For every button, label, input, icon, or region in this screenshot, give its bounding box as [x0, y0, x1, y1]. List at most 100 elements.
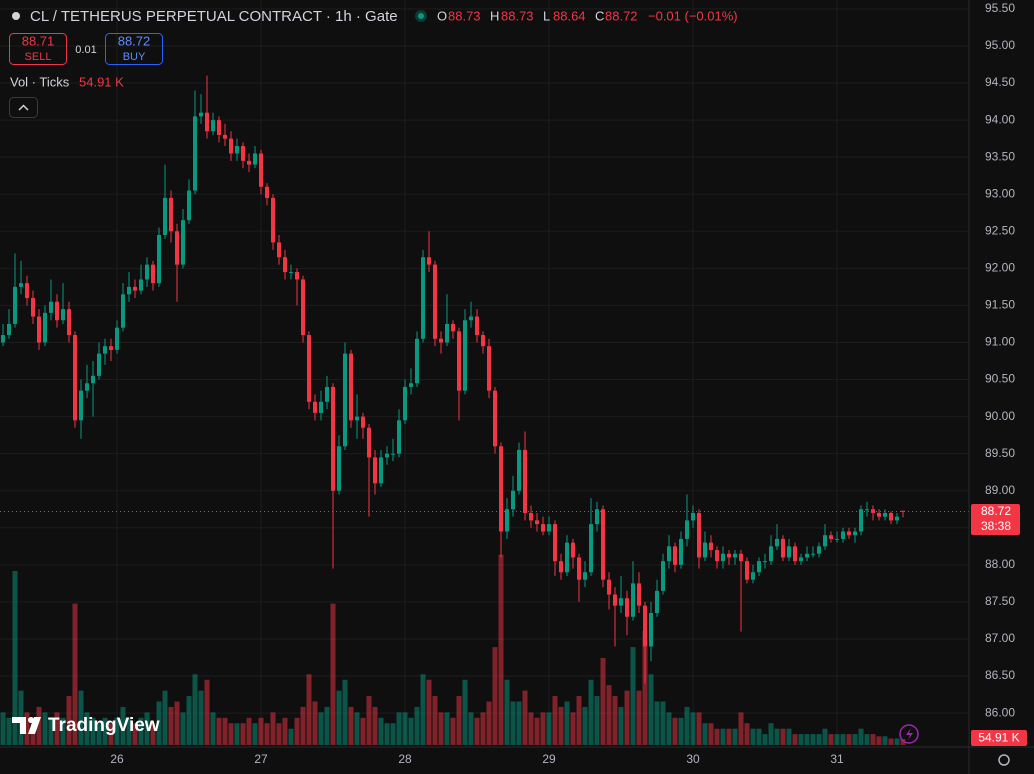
volume-bar [792, 734, 798, 745]
volume-bar [150, 723, 156, 745]
candle-body [685, 520, 689, 539]
logo-text: TradingView [48, 715, 160, 736]
candle-body [691, 512, 695, 521]
volume-bar [504, 679, 510, 745]
candle-body [199, 112, 203, 117]
candle-body [709, 542, 713, 551]
volume-bar [300, 706, 306, 745]
candle-body [115, 327, 119, 350]
candle-body [535, 520, 539, 525]
candle-body [211, 120, 215, 132]
candle-body [409, 383, 413, 387]
settings-icon[interactable] [998, 754, 1010, 766]
volume-bar [726, 728, 732, 745]
spread: 0.01 [75, 44, 96, 56]
volume-bar [708, 723, 714, 745]
candle-body [715, 550, 719, 562]
volume-bar [132, 723, 138, 745]
candle-body [361, 416, 365, 428]
volume-bar [102, 717, 108, 745]
volume-bar [660, 701, 666, 745]
volume-bar [558, 706, 564, 745]
candle-body [295, 272, 299, 280]
buy-button[interactable] [105, 33, 163, 65]
candle-body [901, 510, 905, 512]
volume-bar [36, 706, 42, 745]
candle-body [895, 516, 899, 521]
candle-body [121, 294, 125, 328]
logo: TradingView [12, 715, 160, 736]
volume-bar [156, 701, 162, 745]
volume-bar [864, 734, 870, 745]
candle-body [133, 286, 137, 291]
candle-body [487, 346, 491, 391]
volume-bar [684, 706, 690, 745]
y-tick-label: 88.00 [985, 557, 1015, 571]
candle-body [187, 190, 191, 221]
candle-body [679, 538, 683, 565]
volume-bar [720, 728, 726, 745]
candle-body [163, 197, 167, 235]
volume-bar [66, 696, 72, 745]
volume-bar [648, 674, 654, 745]
candle-body [427, 257, 431, 265]
y-tick-label: 94.50 [985, 75, 1015, 89]
volume-bar [198, 690, 204, 745]
candle-body [601, 509, 605, 580]
candle-body [139, 279, 143, 291]
volume-bar [438, 712, 444, 745]
sell-button[interactable] [9, 33, 67, 65]
sell-label: SELL [25, 51, 52, 63]
volume-bar [234, 723, 240, 745]
y-tick-label: 94.00 [985, 112, 1015, 126]
candle-body [217, 120, 221, 135]
volume-bar [528, 712, 534, 745]
volume-bar [876, 736, 882, 745]
candle-body [91, 375, 95, 384]
candle-body [355, 416, 359, 421]
volume-bar [582, 706, 588, 745]
candle-body [241, 146, 245, 161]
volume-bar [348, 706, 354, 745]
x-tick-label: 28 [398, 752, 412, 766]
lightning-button[interactable] [899, 724, 919, 744]
symbol-title[interactable]: CL / TETHERUS PERPETUAL CONTRACT · 1h · … [30, 8, 398, 25]
candle-body [523, 449, 527, 513]
volume-bar [840, 734, 846, 745]
candle-body [271, 197, 275, 243]
candle-body [145, 264, 149, 280]
volume-bar [216, 717, 222, 745]
candle-body [505, 509, 509, 532]
candle-body [247, 160, 251, 165]
volume-bar [72, 603, 78, 745]
candle-body [73, 335, 77, 421]
volume-bar [84, 712, 90, 745]
volume-bar [96, 723, 102, 745]
candle-body [181, 220, 185, 265]
volume-bar [732, 728, 738, 745]
volume-bar [336, 690, 342, 745]
candle-body [745, 561, 749, 580]
candle-body [175, 231, 179, 265]
candle-body [799, 557, 803, 562]
collapse-button[interactable] [9, 97, 38, 118]
volume-bar [762, 734, 768, 745]
candle-body [661, 561, 665, 591]
volume-bar [414, 706, 420, 745]
x-tick-label: 27 [254, 752, 268, 766]
logo-mark [12, 717, 41, 734]
y-tick-label: 95.50 [985, 1, 1015, 15]
volume-bar [378, 717, 384, 745]
y-tick-label: 89.00 [985, 483, 1015, 497]
y-tick-label: 93.50 [985, 149, 1015, 163]
volume-bar [360, 717, 366, 745]
y-tick-label: 95.00 [985, 38, 1015, 52]
volume-bar [54, 712, 60, 745]
volume-bar [498, 554, 504, 745]
buy-label: BUY [123, 51, 146, 63]
candle-body [811, 553, 815, 555]
candle-body [883, 512, 887, 517]
volume-bar [60, 717, 66, 745]
candle-body [451, 323, 455, 332]
